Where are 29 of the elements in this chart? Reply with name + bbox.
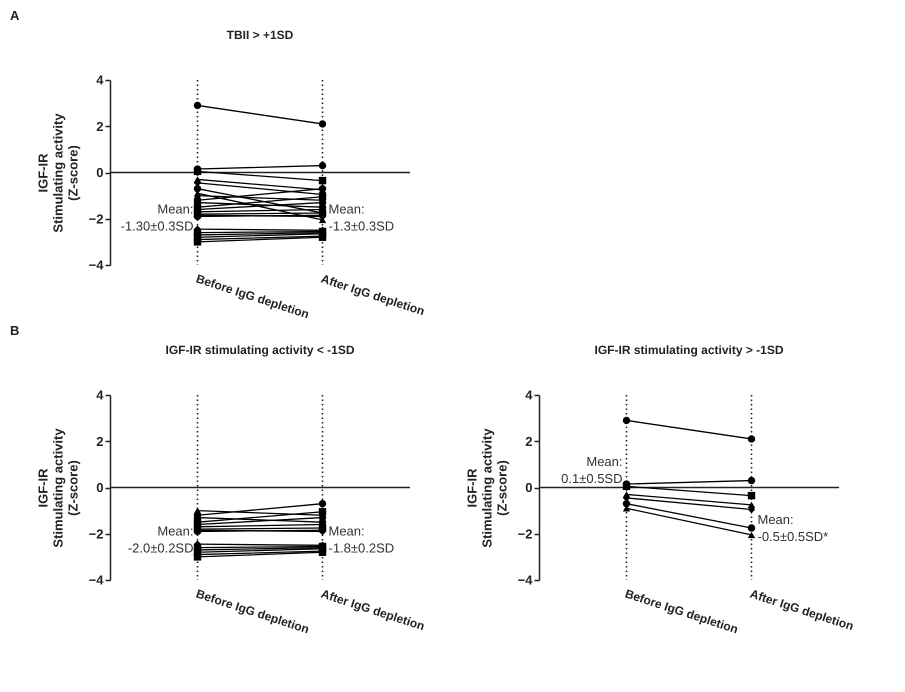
- annotation: Mean: -1.3±0.3SD: [328, 202, 394, 234]
- annotation: Mean: -0.5±0.5SD*: [758, 512, 828, 544]
- annotation: Mean: 0.1±0.5SD: [561, 454, 622, 486]
- y-tick-label: 0: [96, 165, 104, 180]
- text: B: [10, 323, 20, 338]
- annotation: Mean: -1.30±0.3SD: [120, 202, 194, 234]
- chart-title: IGF-IR stimulating activity > -1SD: [594, 343, 784, 357]
- y-tick-label: −2: [88, 211, 104, 226]
- annotation: Mean: -1.8±0.2SD: [328, 523, 394, 556]
- y-axis-title: IGF-IR Stimulating activity (Z-score): [36, 112, 81, 233]
- annotation: Mean: -2.0±0.2SD: [128, 523, 194, 556]
- y-tick-label: 0: [525, 480, 532, 495]
- y-tick-label: 4: [96, 72, 104, 88]
- y-tick-label: 4: [96, 388, 104, 402]
- chart-title: TBII > +1SD: [226, 28, 294, 42]
- y-tick-label: −2: [88, 526, 104, 542]
- y-tick-label: 2: [96, 434, 104, 449]
- chart-title: IGF-IR stimulating activity < -1SD: [165, 343, 355, 357]
- y-tick-label: −4: [518, 572, 534, 588]
- y-tick-label: 2: [96, 118, 104, 134]
- y-tick-label: 0: [96, 480, 104, 495]
- y-tick-label: −2: [518, 526, 532, 542]
- y-axis-title: IGF-IR Stimulating activity (Z-score): [36, 428, 81, 548]
- y-tick-label: 4: [525, 388, 534, 402]
- y-tick-label: 2: [525, 434, 532, 449]
- y-axis-title: IGF-IR Stimulating activity (Z-score): [464, 428, 510, 548]
- text: A: [10, 8, 20, 23]
- y-tick-label: −4: [88, 258, 104, 272]
- y-tick-label: −4: [88, 572, 104, 588]
